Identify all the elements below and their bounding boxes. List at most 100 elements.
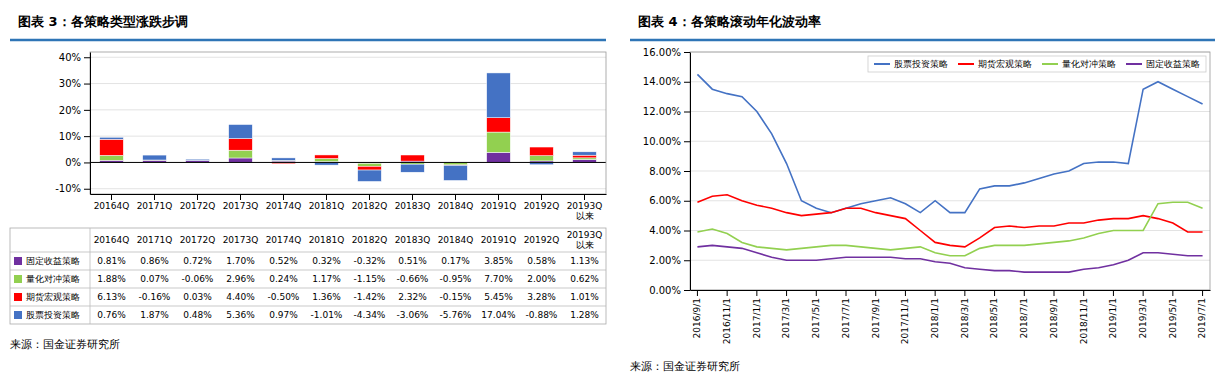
x-tick-label: 20193Q以来 <box>567 201 603 221</box>
table-header: 20172Q <box>180 235 216 245</box>
x-tick: 20184Q <box>438 194 474 211</box>
x-tick: 2018/5/1 <box>989 290 999 338</box>
x-tick: 2017/3/1 <box>781 290 791 338</box>
y-tick-label: 12.00% <box>643 106 681 117</box>
x-tick-mark <box>1024 290 1025 296</box>
x-tick: 2018/11/1 <box>1079 290 1089 344</box>
legend-item: 期货宏观策略 <box>958 59 1032 69</box>
x-tick-mark <box>1172 290 1173 296</box>
x-tick-mark <box>1143 290 1144 296</box>
bars <box>100 73 597 182</box>
table-swatch <box>14 275 22 283</box>
x-tick: 2016/11/1 <box>722 290 732 344</box>
table-cell: 0.58% <box>527 256 556 266</box>
x-tick-label: 2017/3/1 <box>781 298 791 338</box>
legend-label: 股票投资策略 <box>894 59 948 69</box>
bar <box>401 155 425 161</box>
bar <box>272 158 296 161</box>
table-cell: 1.70% <box>226 256 255 266</box>
bar-chart: -10%0%10%20%30%40%20164Q20171Q20172Q2017… <box>55 52 606 221</box>
x-tick-mark <box>816 290 817 296</box>
x-tick-label: 20171Q <box>137 201 173 211</box>
table-cell: 0.76% <box>97 310 126 320</box>
bar <box>358 163 382 166</box>
x-tick-label: 20164Q <box>94 201 130 211</box>
table-cell: 2.00% <box>527 274 556 284</box>
y-tick-label: 0% <box>65 157 81 168</box>
line-chart: 0.00%2.00%4.00%6.00%8.00%10.00%12.00%14.… <box>643 47 1211 344</box>
table-cell: 1.88% <box>97 274 126 284</box>
table-header: 20191Q <box>481 235 517 245</box>
table-header: 20183Q <box>395 235 431 245</box>
legend-box <box>868 56 1206 72</box>
x-tick-label: 2019/5/1 <box>1168 298 1178 338</box>
x-tick: 2017/7/1 <box>841 290 851 338</box>
x-tick-label: 2018/3/1 <box>960 298 970 338</box>
table-cell: -0.50% <box>268 292 300 302</box>
bar <box>100 139 124 155</box>
x-tick: 2018/3/1 <box>960 290 970 338</box>
title-bar: 图表 4：各策略滚动年化波动率 <box>630 14 1215 40</box>
plot-frame <box>690 52 1210 290</box>
legend-item: 量化对冲策略 <box>1042 59 1116 69</box>
y-tick-label: 20% <box>59 105 81 116</box>
table-cell: 1.28% <box>570 310 599 320</box>
bar <box>530 156 554 161</box>
y-tick-label: 16.00% <box>643 47 681 58</box>
y-tick-mark <box>84 189 90 190</box>
legend-item: 固定收益策略 <box>1126 59 1200 69</box>
y-axis: 0.00%2.00%4.00%6.00%8.00%10.00%12.00%14.… <box>643 47 691 296</box>
y-tick-mark <box>84 84 90 85</box>
y-tick: 30% <box>59 78 90 89</box>
x-tick-mark <box>240 194 241 200</box>
table-cell: -5.76% <box>440 310 472 320</box>
table-cell: 0.48% <box>183 310 212 320</box>
x-tick-label: 20184Q <box>438 201 474 211</box>
table-cell: -1.42% <box>354 292 386 302</box>
x-axis: 2016/9/1 2016/11/1 2017/1/1 2017/3/1 2017/5/… <box>691 290 1211 344</box>
table-cell: 0.52% <box>269 256 298 266</box>
x-tick-mark <box>1054 290 1055 296</box>
x-tick-label: 2019/3/1 <box>1138 298 1148 338</box>
grid-line <box>690 81 1210 82</box>
x-tick-mark <box>964 290 965 296</box>
x-tick-label: 2019/1/1 <box>1108 298 1118 338</box>
table-cell: -0.06% <box>182 274 214 284</box>
x-tick-label: 2017/11/1 <box>900 298 910 344</box>
x-tick-mark <box>111 194 112 200</box>
x-tick-mark <box>1202 290 1203 296</box>
y-tick-label: 14.00% <box>643 76 681 87</box>
bar <box>229 150 253 158</box>
bar <box>487 73 511 118</box>
table-rule <box>10 306 606 307</box>
y-tick-label: 6.00% <box>649 195 681 206</box>
x-tick: 2018/7/1 <box>1019 290 1029 338</box>
table-cell: 0.07% <box>140 274 169 284</box>
y-tick-label: 0.00% <box>649 285 681 296</box>
legend-swatch <box>958 63 974 65</box>
title-bar: 图表 3：各策略类型涨跌步调 <box>10 14 606 40</box>
line <box>697 195 1202 247</box>
table-header: 20171Q <box>137 235 173 245</box>
x-tick-mark <box>875 290 876 296</box>
bar <box>229 158 253 162</box>
x-tick: 2019/1/1 <box>1108 290 1118 338</box>
x-tick: 2017/5/1 <box>811 290 821 338</box>
grid-line <box>690 200 1210 201</box>
x-tick: 2017/1/1 <box>752 290 762 338</box>
y-tick: 6.00% <box>649 195 690 206</box>
table-cell: -1.01% <box>311 310 343 320</box>
title-rule <box>10 39 606 42</box>
table-header: 20181Q <box>309 235 345 245</box>
table-cell: 1.87% <box>140 310 169 320</box>
table-cell: 2.96% <box>226 274 255 284</box>
table-cell: 1.01% <box>570 292 599 302</box>
y-axis: -10%0%10%20%30%40% <box>55 52 90 195</box>
table-rule <box>10 288 606 289</box>
x-tick: 20192Q <box>524 194 560 211</box>
bar <box>487 118 511 132</box>
x-tick: 2016/9/1 <box>692 290 702 338</box>
table-header: 20174Q <box>266 235 302 245</box>
table-cell: 7.70% <box>484 274 513 284</box>
bar <box>315 159 339 162</box>
